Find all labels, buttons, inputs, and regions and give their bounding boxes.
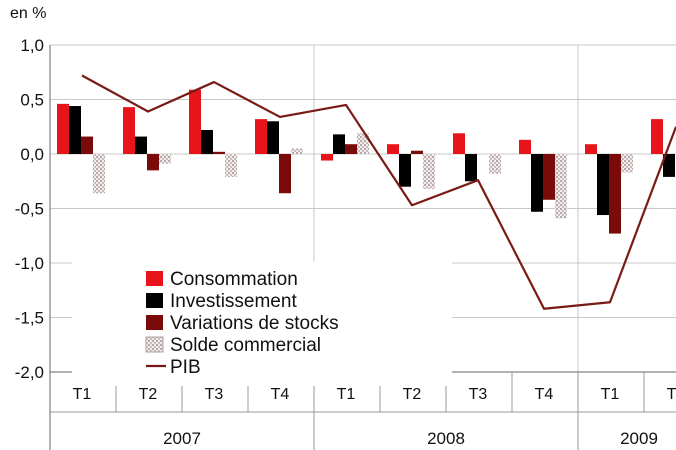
- unit-label: en %: [10, 5, 46, 22]
- bar-variations-de-stocks: [543, 154, 555, 200]
- x-tick-label: T4: [271, 386, 290, 403]
- year-label: 2009: [620, 429, 658, 448]
- legend-label: PIB: [170, 357, 201, 378]
- x-tick-label: T3: [205, 386, 224, 403]
- bar-investissement: [69, 106, 81, 154]
- y-tick-label: -2,0: [15, 363, 44, 382]
- bar-solde-commercial: [423, 154, 435, 189]
- y-tick-label: 0,0: [20, 145, 44, 164]
- axes: 1,0 0,5 0,0 -0,5 -1,0 -1,5 -2,0 T1 T2 T3 T4 T1 T2 T3 T…: [15, 36, 676, 450]
- bar-consommation: [123, 107, 135, 154]
- x-tick-label: T4: [535, 386, 554, 403]
- bar-consommation: [321, 154, 333, 161]
- x-tick-label: T2: [403, 386, 422, 403]
- legend-label: Variations de stocks: [170, 313, 339, 334]
- bar-investissement: [531, 154, 543, 212]
- bar-investissement: [201, 130, 213, 154]
- bar-consommation: [387, 144, 399, 154]
- bar-solde-commercial: [225, 154, 237, 177]
- bar-variations-de-stocks: [213, 151, 225, 154]
- bar-solde-commercial: [93, 154, 105, 194]
- bar-investissement: [267, 121, 279, 154]
- legend-label: Solde commercial: [170, 335, 321, 356]
- bars: [57, 89, 675, 234]
- bar-investissement: [597, 154, 609, 216]
- y-tick-label: -1,0: [15, 254, 44, 273]
- x-tick-label: T1: [601, 386, 620, 403]
- legend-swatch: [146, 293, 163, 308]
- legend-swatch: [146, 315, 163, 330]
- bar-solde-commercial: [621, 154, 633, 173]
- y-tick-label: 0,5: [20, 91, 44, 110]
- year-label: 2007: [163, 429, 201, 448]
- pib-line: [81, 74, 676, 310]
- bar-variations-de-stocks: [609, 154, 621, 234]
- bar-consommation: [453, 133, 465, 154]
- x-tick-label: T2: [139, 386, 158, 403]
- bar-investissement: [333, 134, 345, 154]
- legend-box: [72, 262, 452, 386]
- bar-variations-de-stocks: [411, 150, 423, 154]
- bar-consommation: [651, 119, 663, 154]
- x-tick-label: T1: [73, 386, 92, 403]
- bar-investissement: [465, 154, 477, 182]
- bar-variations-de-stocks: [279, 154, 291, 194]
- bar-solde-commercial: [555, 154, 567, 219]
- pib-line-layer: [81, 74, 676, 310]
- bar-consommation: [585, 144, 597, 154]
- x-tick-label: T3: [469, 386, 488, 403]
- bar-variations-de-stocks: [81, 136, 93, 154]
- y-tick-label: 1,0: [20, 36, 44, 55]
- bar-solde-commercial: [357, 133, 369, 154]
- y-tick-label: -1,5: [15, 309, 44, 328]
- bar-variations-de-stocks: [147, 154, 159, 171]
- bar-consommation: [255, 119, 267, 154]
- bar-consommation: [189, 89, 201, 154]
- legend-label: Consommation: [170, 269, 298, 290]
- bar-solde-commercial: [159, 154, 171, 164]
- y-tick-label: -0,5: [15, 200, 44, 219]
- legend-swatch: [146, 271, 163, 286]
- x-tick-label: T1: [337, 386, 356, 403]
- bar-investissement: [135, 136, 147, 154]
- legend-swatch: [145, 336, 164, 353]
- bar-consommation: [57, 103, 69, 154]
- year-label: 2008: [427, 429, 465, 448]
- bar-solde-commercial: [291, 148, 303, 154]
- bar-investissement: [399, 154, 411, 187]
- bar-solde-commercial: [489, 154, 501, 174]
- bar-variations-de-stocks: [345, 144, 357, 154]
- legend-label: Investissement: [170, 291, 297, 312]
- x-tick-label: T2: [667, 386, 676, 403]
- bar-consommation: [519, 139, 531, 154]
- bar-investissement: [663, 154, 675, 177]
